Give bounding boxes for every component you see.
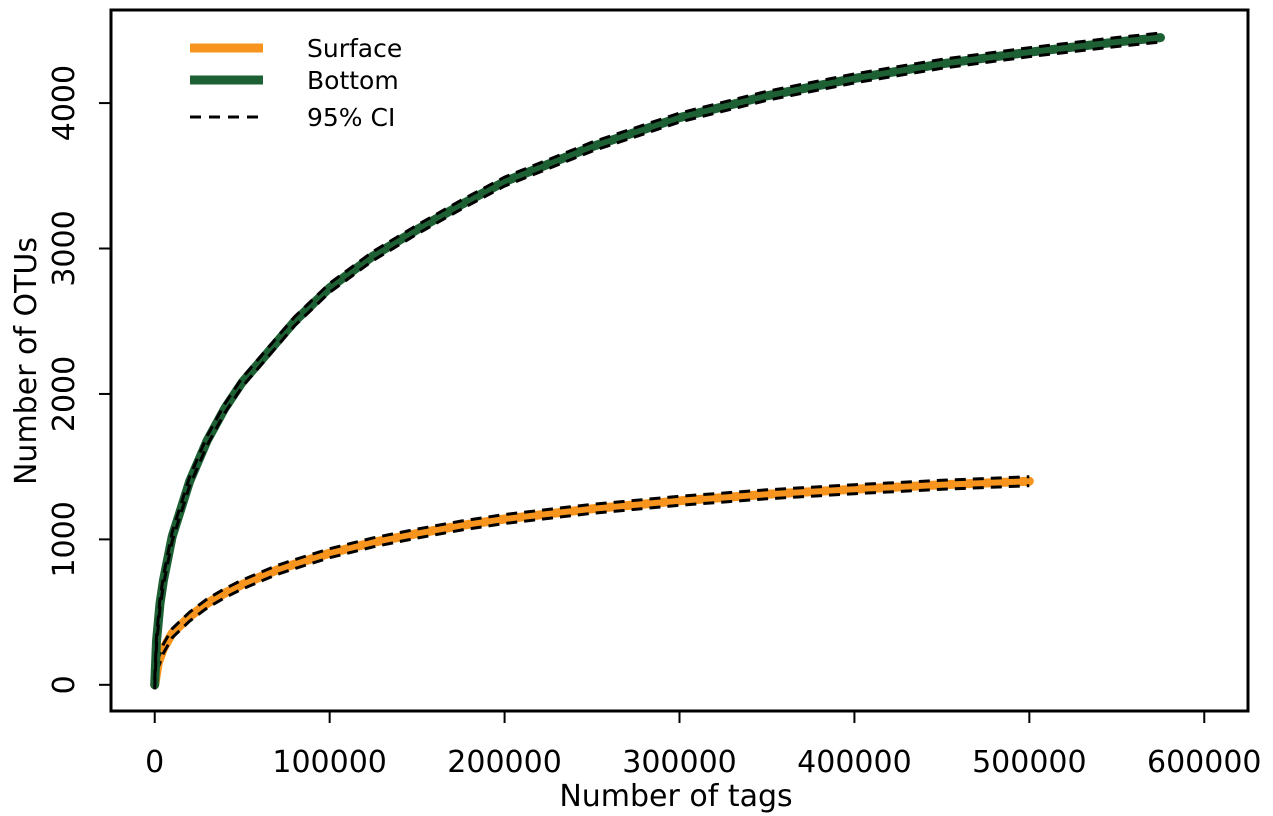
surface-ci-upper-line xyxy=(153,475,1030,681)
x-tick-label: 600000 xyxy=(1147,745,1262,780)
y-tick-label: 0 xyxy=(47,675,82,694)
legend: Surface Bottom 95% CI xyxy=(190,34,402,132)
x-axis: 0 100000 200000 300000 400000 500000 600000 xyxy=(145,711,1262,780)
y-tick-label: 4000 xyxy=(47,65,82,141)
bottom-ci-lower-line xyxy=(153,40,1161,690)
y-tick-label: 2000 xyxy=(47,356,82,432)
x-tick-label: 500000 xyxy=(972,745,1087,780)
x-axis-title: Number of tags xyxy=(559,779,792,814)
x-tick-label: 100000 xyxy=(272,745,387,780)
surface-series-line xyxy=(150,476,1034,690)
x-tick-label: 200000 xyxy=(447,745,562,780)
legend-label-surface: Surface xyxy=(307,34,402,63)
x-tick-label: 400000 xyxy=(797,745,912,780)
bottom-series-line xyxy=(150,33,1165,690)
x-tick-label: 0 xyxy=(145,745,164,780)
bottom-ci-upper-line xyxy=(153,31,1161,681)
x-tick-label: 300000 xyxy=(622,745,737,780)
legend-label-bottom: Bottom xyxy=(307,66,399,95)
y-axis: 0 1000 2000 3000 4000 xyxy=(47,65,111,694)
y-tick-label: 3000 xyxy=(47,210,82,286)
y-axis-title: Number of OTUs xyxy=(9,237,44,485)
y-tick-label: 1000 xyxy=(47,501,82,577)
surface-ci-lower-line xyxy=(153,484,1030,690)
legend-label-95-ci: 95% CI xyxy=(307,103,395,132)
plot-lines xyxy=(150,31,1165,690)
